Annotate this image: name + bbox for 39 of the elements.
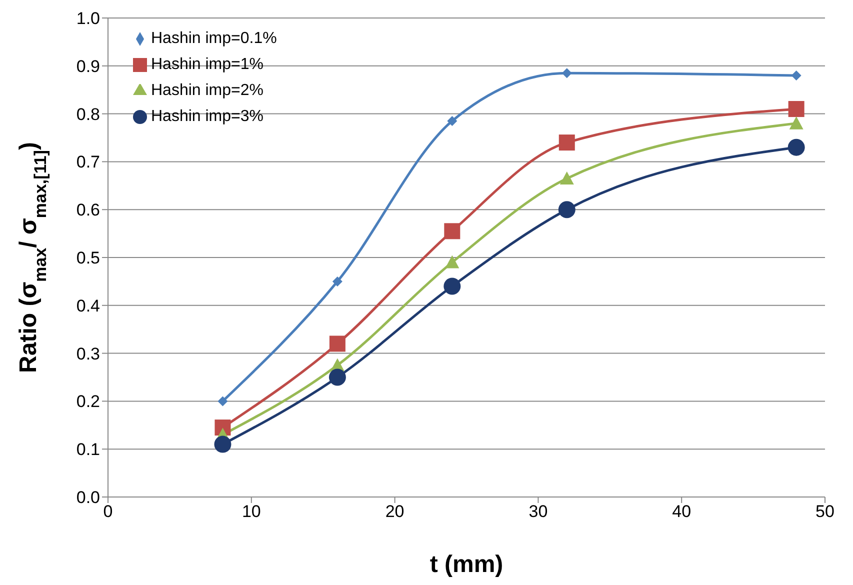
y-tick-label: 0.1 [76,440,100,460]
x-tick-label: 0 [103,502,113,522]
x-tick-label: 20 [385,502,404,522]
point [791,70,802,80]
y-tick-label: 0.9 [76,56,100,76]
point [447,116,458,126]
y-tick-label: 0.7 [76,152,100,172]
y-tick-label: 1.0 [76,9,100,28]
point [218,396,228,406]
point [328,368,346,386]
point [789,116,804,130]
y-tick-label: 0.6 [76,200,100,220]
y-tick-label: 0.8 [76,104,100,124]
x-tick-label: 50 [816,502,834,522]
point [788,101,804,118]
point [214,436,232,453]
x-tick-label: 30 [528,502,548,522]
y-tick-label: 0.0 [76,488,100,508]
legend-label: Hashin imp=3% [151,108,264,125]
legend-label: Hashin imp=2% [151,82,264,99]
y-tick-label: 0.5 [76,248,100,268]
point [444,223,460,240]
legend-label: Hashin imp=1% [151,56,264,73]
legend-label: Hashin imp=0.1% [151,30,277,47]
x-axis-title: t (mm) [430,551,504,578]
x-tick-label: 40 [672,502,692,522]
point [562,68,572,78]
point [332,276,342,286]
point [788,138,805,156]
y-tick-label: 0.3 [76,344,100,364]
x-tick-label: 10 [242,502,261,522]
point [329,336,346,352]
y-tick-label: 0.2 [76,392,100,412]
point [560,171,574,184]
point [558,201,576,218]
point [558,134,575,151]
point [445,255,460,268]
point [444,278,461,295]
y-tick-label: 0.4 [76,296,100,316]
